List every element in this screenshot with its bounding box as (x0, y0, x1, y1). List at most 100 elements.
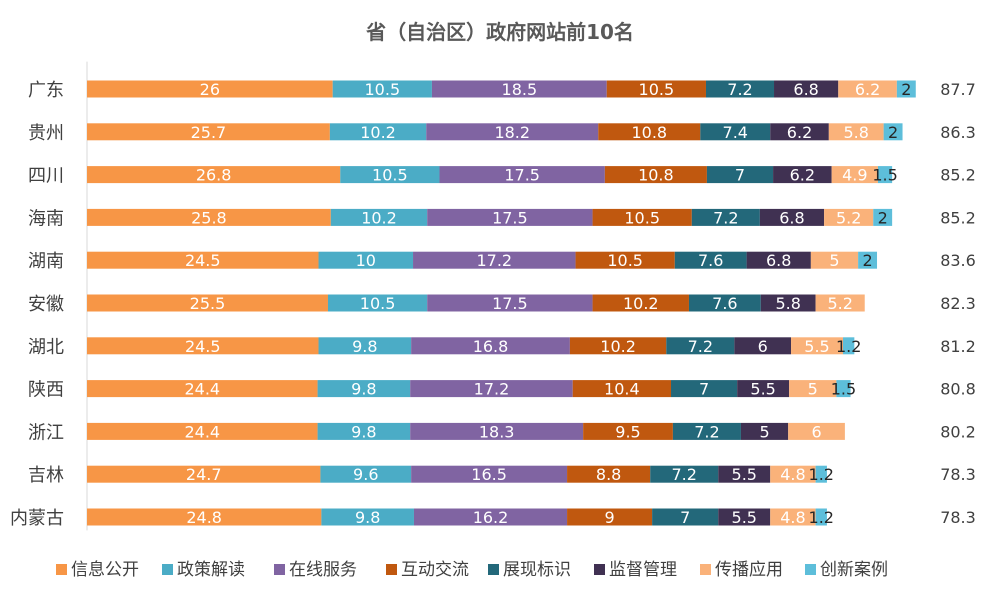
data-label: 1.2 (809, 508, 834, 527)
legend-swatch (56, 564, 67, 575)
total-label: 85.2 (940, 208, 976, 227)
data-label: 10.8 (638, 166, 674, 185)
bar-segment (836, 380, 851, 398)
legend-label: 互动交流 (401, 560, 469, 580)
data-label: 17.5 (492, 208, 528, 227)
legend-label: 在线服务 (289, 560, 357, 580)
data-label: 10.5 (372, 166, 408, 185)
bar-segment (569, 337, 667, 355)
data-label: 24.4 (184, 422, 220, 441)
bar-segment (426, 123, 599, 141)
data-label: 7.2 (713, 208, 738, 227)
bar-segment (666, 337, 735, 355)
bar-segment (320, 465, 412, 483)
data-label: 7 (699, 380, 709, 399)
data-label: 10.2 (600, 337, 636, 356)
bar-segment (575, 251, 675, 269)
data-label: 7 (680, 508, 690, 527)
data-label: 7.4 (723, 123, 748, 142)
bar-segment (87, 123, 330, 141)
data-label: 6.8 (779, 208, 804, 227)
bar-segment (317, 422, 411, 440)
data-label: 18.3 (479, 422, 515, 441)
bar-segment (427, 294, 593, 312)
data-label: 18.2 (494, 123, 530, 142)
legend-swatch (700, 564, 711, 575)
category-label: 湖北 (28, 337, 64, 358)
bar-segment (87, 80, 333, 98)
category-label: 吉林 (28, 465, 64, 486)
data-label: 26 (200, 80, 220, 99)
data-label: 10.5 (607, 251, 643, 270)
legend-swatch (386, 564, 397, 575)
bar-segment (650, 465, 719, 483)
bar-segment (340, 166, 440, 184)
data-label: 2 (862, 251, 872, 270)
data-label: 25.5 (190, 294, 226, 313)
bar-segment (674, 251, 747, 269)
data-label: 5.8 (775, 294, 800, 313)
bar-segment (770, 508, 816, 526)
bar-segment (431, 80, 607, 98)
bar-segment (330, 208, 428, 226)
bar-segment (672, 422, 741, 440)
legend-label: 信息公开 (71, 560, 139, 580)
bar-segment (87, 251, 319, 269)
total-label: 78.3 (940, 508, 976, 527)
bar-segment (572, 380, 672, 398)
category-label: 内蒙古 (10, 508, 64, 529)
data-label: 9.5 (615, 422, 640, 441)
bar-segment (706, 166, 774, 184)
bar-segment (317, 380, 411, 398)
data-label: 6.2 (787, 123, 812, 142)
legend-label: 传播应用 (715, 560, 783, 580)
data-label: 10.2 (361, 208, 397, 227)
bar-segment (318, 251, 414, 269)
bar-segment (87, 508, 322, 526)
bar-segment (87, 465, 321, 483)
data-label: 5.5 (750, 380, 775, 399)
chart-title: 省（自治区）政府网站前10名 (366, 20, 634, 44)
category-label: 广东 (28, 80, 64, 101)
bar-segment (700, 123, 771, 141)
data-label: 10.4 (604, 380, 640, 399)
data-label: 5.5 (804, 337, 829, 356)
bar-segment (858, 251, 878, 269)
data-label: 17.2 (474, 380, 510, 399)
category-label: 湖南 (28, 251, 64, 272)
data-label: 1.5 (872, 166, 897, 185)
data-label: 10.2 (360, 123, 396, 142)
bar-segment (705, 80, 775, 98)
data-label: 17.5 (504, 166, 540, 185)
data-label: 25.8 (191, 208, 227, 227)
data-label: 9.8 (352, 337, 377, 356)
total-label: 80.8 (940, 380, 976, 399)
bar-segment (791, 337, 843, 355)
total-label: 80.2 (940, 422, 976, 441)
bar-segment (329, 123, 427, 141)
data-label: 5 (808, 380, 818, 399)
bar-segment (831, 166, 878, 184)
total-label: 78.3 (940, 465, 976, 484)
bar-segment (327, 294, 428, 312)
legend-label: 监督管理 (609, 560, 677, 580)
bar-segment (718, 508, 771, 526)
bar-segment (413, 251, 576, 269)
bar-segment (606, 80, 706, 98)
bar-segment (567, 508, 653, 526)
data-label: 2 (901, 80, 911, 99)
bar-segment (873, 208, 893, 226)
data-label: 26.8 (196, 166, 232, 185)
bar-segment (815, 465, 827, 483)
bar-segment (598, 123, 701, 141)
bar-segment (770, 123, 829, 141)
data-label: 10.5 (639, 80, 675, 99)
data-label: 18.5 (502, 80, 538, 99)
bar-segment (773, 166, 832, 184)
legend-label: 政策解读 (177, 560, 245, 580)
bar-segment (318, 337, 412, 355)
bar-segment (592, 208, 692, 226)
data-label: 1.2 (809, 465, 834, 484)
data-label: 7.2 (727, 80, 752, 99)
